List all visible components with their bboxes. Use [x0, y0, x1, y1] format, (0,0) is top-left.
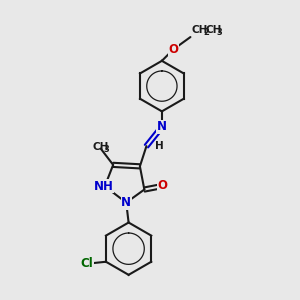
Text: N: N [121, 196, 131, 209]
Text: 2: 2 [203, 28, 209, 37]
Text: O: O [158, 179, 168, 193]
Text: H: H [154, 140, 163, 151]
Text: CH: CH [92, 142, 109, 152]
Text: Cl: Cl [81, 257, 94, 270]
Text: CH: CH [206, 25, 222, 35]
Text: O: O [168, 43, 178, 56]
Text: NH: NH [93, 180, 113, 193]
Text: 3: 3 [217, 28, 223, 37]
Text: 3: 3 [103, 145, 109, 154]
Text: CH: CH [192, 25, 208, 35]
Text: N: N [157, 120, 167, 133]
